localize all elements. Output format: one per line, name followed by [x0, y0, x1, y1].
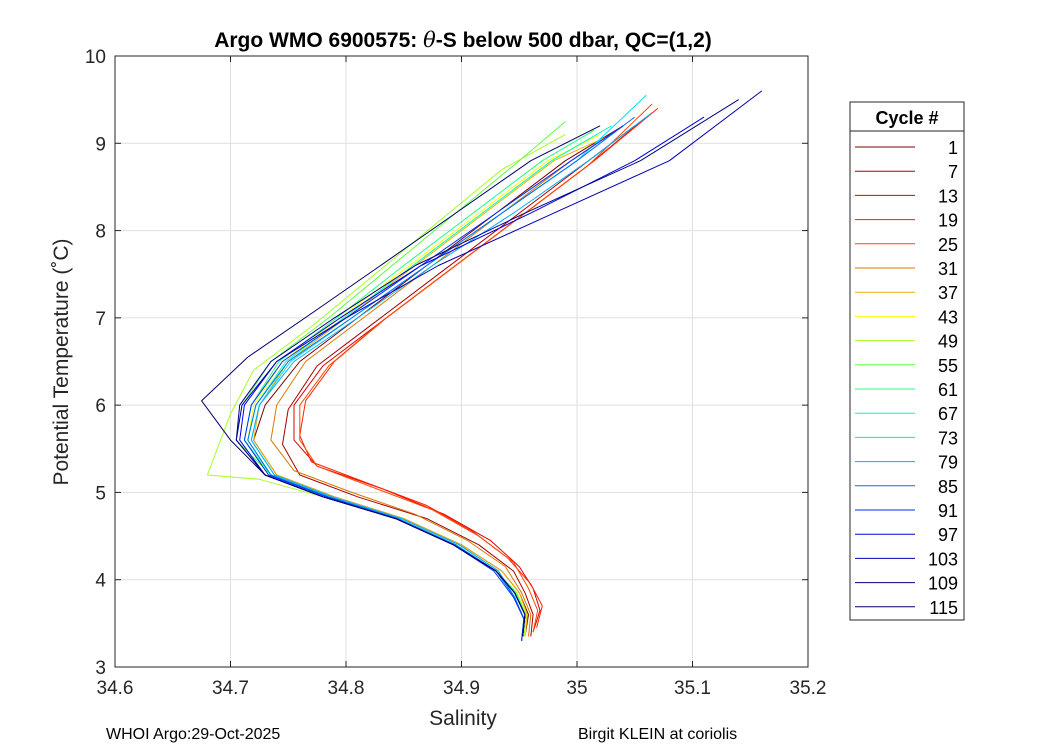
legend-label-cycle-79: 79 [938, 453, 958, 473]
y-tick-label: 4 [95, 571, 106, 592]
legend-label-cycle-91: 91 [938, 501, 958, 521]
x-tick-label: 35 [566, 678, 587, 699]
series-line-cycle-103 [235, 90, 763, 637]
legend: Cycle # 1 7 13 19 25 31 37 43 49 55 61 67 73 79 85 91 97… [849, 101, 965, 621]
x-tick-label: 34.8 [328, 678, 365, 699]
legend-label-cycle-31: 31 [938, 259, 958, 279]
y-tick-label: 6 [95, 396, 106, 417]
legend-label-cycle-115: 115 [929, 598, 958, 618]
series-line-cycle-37 [253, 134, 612, 637]
series-line-cycle-25 [299, 103, 653, 633]
legend-label-cycle-109: 109 [928, 574, 958, 594]
legend-label-cycle-49: 49 [938, 332, 958, 352]
legend-label-cycle-85: 85 [938, 477, 958, 497]
legend-label-cycle-103: 103 [928, 549, 958, 569]
series-layer [201, 90, 763, 641]
legend-label-cycle-43: 43 [938, 307, 958, 327]
axis-ticks: 34.6 34.7 34.8 34.9 35 35.1 35.2 3 4 5 6 7 8 9 10 [85, 47, 827, 699]
y-tick-label: 9 [95, 134, 106, 155]
series-line-cycle-1 [253, 125, 624, 637]
y-tick-label: 7 [95, 309, 106, 330]
legend-label-cycle-1: 1 [948, 138, 958, 158]
series-line-cycle-19 [299, 108, 659, 628]
series-line-cycle-61 [243, 129, 595, 637]
legend-label-cycle-25: 25 [938, 235, 958, 255]
y-tick-label: 3 [95, 658, 106, 679]
legend-label-cycle-7: 7 [948, 162, 958, 182]
legend-items: 1 7 13 19 25 31 37 43 49 55 61 67 73 79 85 91 97 103 109 11… [855, 138, 958, 618]
footer-date-credit: WHOI Argo:29-Oct-2025 [106, 726, 281, 743]
series-line-cycle-79 [250, 112, 653, 641]
legend-label-cycle-97: 97 [938, 525, 958, 545]
grid [115, 56, 808, 667]
y-tick-label: 8 [95, 222, 106, 243]
footer-author-credit: Birgit KLEIN at coriolis [578, 726, 738, 743]
series-line-cycle-91 [243, 125, 624, 641]
legend-box [849, 101, 965, 621]
x-axis-label: Salinity [429, 707, 497, 730]
series-line-cycle-73 [250, 94, 647, 641]
legend-label-cycle-37: 37 [938, 283, 958, 303]
series-line-cycle-115 [201, 125, 601, 637]
series-line-cycle-43 [247, 134, 601, 637]
x-tick-label: 34.6 [97, 678, 134, 699]
legend-title: Cycle # [875, 108, 938, 128]
legend-label-cycle-13: 13 [938, 186, 958, 206]
x-tick-label: 34.9 [443, 678, 480, 699]
legend-label-cycle-67: 67 [938, 404, 958, 424]
y-tick-label: 10 [85, 47, 106, 68]
series-line-cycle-7 [282, 125, 636, 637]
x-tick-label: 35.1 [674, 678, 711, 699]
series-line-cycle-85 [247, 116, 636, 641]
chart-title: Argo WMO 6900575: θ-S below 500 dbar, QC… [214, 28, 712, 52]
legend-label-cycle-19: 19 [938, 211, 958, 231]
x-tick-label: 34.7 [212, 678, 249, 699]
x-tick-label: 35.2 [790, 678, 827, 699]
legend-label-cycle-61: 61 [938, 380, 958, 400]
series-line-cycle-31 [270, 125, 624, 637]
series-line-cycle-67 [247, 125, 612, 641]
series-line-cycle-109 [235, 99, 739, 637]
legend-label-cycle-73: 73 [938, 428, 958, 448]
legend-label-cycle-55: 55 [938, 356, 958, 376]
y-tick-label: 5 [95, 483, 106, 504]
y-axis-label: Potential Temperature (˚C) [50, 238, 73, 485]
